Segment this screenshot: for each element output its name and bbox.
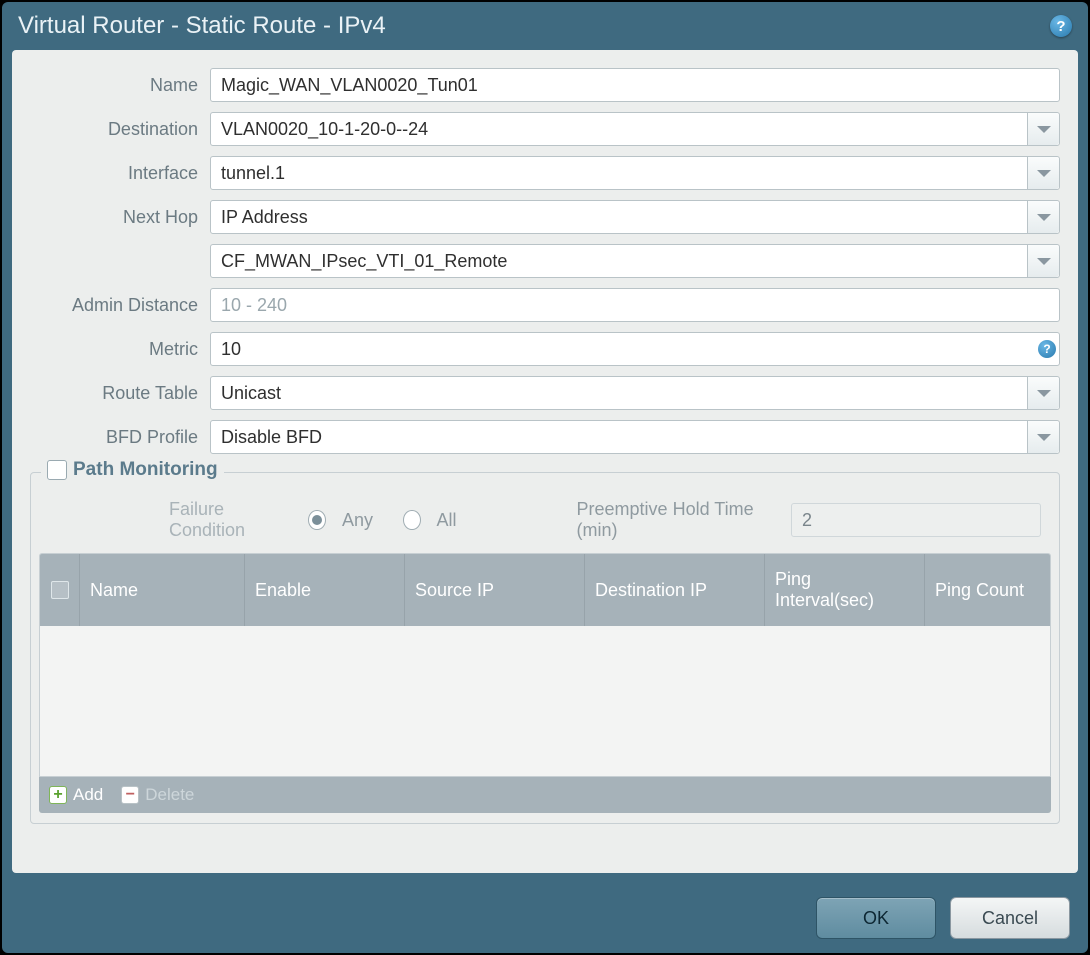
route-table-select[interactable]	[210, 376, 1060, 410]
path-monitoring-fieldset: Path Monitoring Failure Condition Any Al…	[30, 472, 1060, 824]
bfd-dropdown-button[interactable]	[1027, 421, 1059, 453]
delete-button[interactable]: − Delete	[121, 785, 194, 805]
chevron-down-icon	[1037, 170, 1051, 177]
minus-icon: −	[121, 786, 139, 804]
table-body-empty	[40, 626, 1050, 776]
table-header-row: Name Enable Source IP Destination IP Pin…	[40, 554, 1050, 626]
table-header-destination-ip[interactable]: Destination IP	[585, 554, 765, 626]
name-input[interactable]	[210, 68, 1060, 102]
cancel-button[interactable]: Cancel	[950, 897, 1070, 939]
table-header-source-ip[interactable]: Source IP	[405, 554, 585, 626]
path-monitoring-table: Name Enable Source IP Destination IP Pin…	[39, 553, 1051, 777]
failure-condition-label: Failure Condition	[169, 499, 286, 541]
metric-label: Metric	[30, 339, 210, 360]
window-title: Virtual Router - Static Route - IPv4	[18, 12, 386, 40]
interface-dropdown-button[interactable]	[1027, 157, 1059, 189]
route-table-dropdown-button[interactable]	[1027, 377, 1059, 409]
preemptive-hold-time-input[interactable]	[791, 503, 1041, 537]
dialog-window: Virtual Router - Static Route - IPv4 ? N…	[2, 2, 1088, 953]
nexthop-label: Next Hop	[30, 207, 210, 228]
cancel-button-label: Cancel	[982, 908, 1038, 929]
preemptive-hold-time-label: Preemptive Hold Time (min)	[577, 499, 769, 541]
table-header-checkbox-cell	[40, 554, 80, 626]
destination-dropdown-button[interactable]	[1027, 113, 1059, 145]
delete-button-label: Delete	[145, 785, 194, 805]
table-header-enable[interactable]: Enable	[245, 554, 405, 626]
dialog-button-row: OK Cancel	[2, 883, 1088, 953]
bfd-label: BFD Profile	[30, 427, 210, 448]
chevron-down-icon	[1037, 390, 1051, 397]
path-monitoring-options-row: Failure Condition Any All Preemptive Hol…	[31, 473, 1059, 553]
interface-label: Interface	[30, 163, 210, 184]
path-monitoring-legend: Path Monitoring	[41, 459, 224, 481]
interface-select[interactable]	[210, 156, 1060, 190]
table-footer: + Add − Delete	[39, 777, 1051, 813]
failure-condition-all-radio[interactable]	[403, 510, 421, 530]
name-label: Name	[30, 75, 210, 96]
destination-label: Destination	[30, 119, 210, 140]
nexthop-value-dropdown-button[interactable]	[1027, 245, 1059, 277]
plus-icon: +	[49, 786, 67, 804]
chevron-down-icon	[1037, 258, 1051, 265]
chevron-down-icon	[1037, 434, 1051, 441]
table-header-ping-count[interactable]: Ping Count	[925, 554, 1050, 626]
admin-distance-input[interactable]	[210, 288, 1060, 322]
metric-help-icon[interactable]: ?	[1038, 340, 1056, 358]
path-monitoring-legend-text: Path Monitoring	[73, 459, 218, 481]
nexthop-type-dropdown-button[interactable]	[1027, 201, 1059, 233]
chevron-down-icon	[1037, 126, 1051, 133]
table-select-all-checkbox[interactable]	[51, 581, 69, 599]
bfd-select[interactable]	[210, 420, 1060, 454]
admin-distance-label: Admin Distance	[30, 295, 210, 316]
chevron-down-icon	[1037, 214, 1051, 221]
failure-condition-any-label: Any	[342, 510, 373, 531]
titlebar: Virtual Router - Static Route - IPv4 ?	[2, 2, 1088, 50]
content-area: Name Destination Interface Next Hop	[12, 50, 1078, 873]
nexthop-value-select[interactable]	[210, 244, 1060, 278]
metric-input[interactable]	[210, 332, 1060, 366]
add-button[interactable]: + Add	[49, 785, 103, 805]
help-icon[interactable]: ?	[1050, 15, 1072, 37]
table-header-ping-interval[interactable]: Ping Interval(sec)	[765, 554, 925, 626]
route-table-label: Route Table	[30, 383, 210, 404]
failure-condition-any-radio[interactable]	[308, 510, 326, 530]
destination-select[interactable]	[210, 112, 1060, 146]
add-button-label: Add	[73, 785, 103, 805]
ok-button-label: OK	[863, 908, 889, 929]
failure-condition-all-label: All	[437, 510, 457, 531]
table-header-name[interactable]: Name	[80, 554, 245, 626]
nexthop-type-select[interactable]	[210, 200, 1060, 234]
path-monitoring-checkbox[interactable]	[47, 460, 67, 480]
ok-button[interactable]: OK	[816, 897, 936, 939]
